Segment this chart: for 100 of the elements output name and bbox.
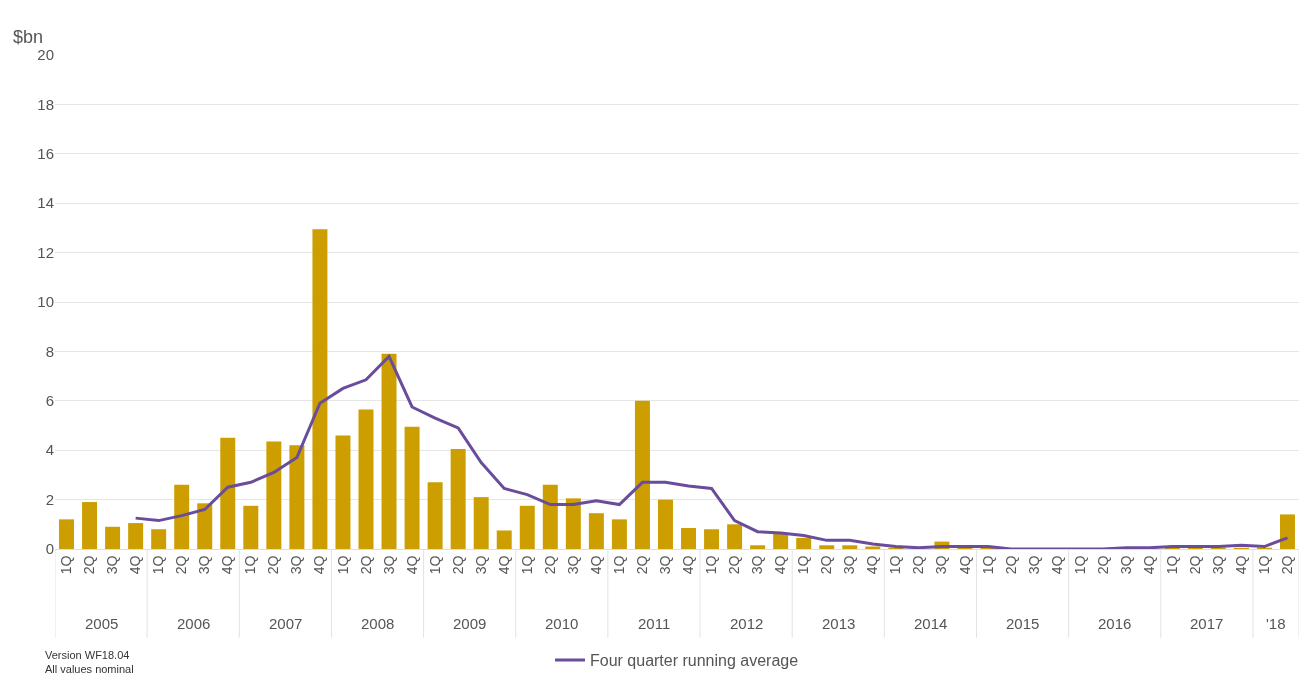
- x-tick-label: 3Q: [933, 555, 950, 575]
- bar: [519, 505, 535, 549]
- x-tick-label: 1Q: [703, 555, 720, 575]
- text: 2015: [1006, 615, 1040, 632]
- y-tick-label: 6: [45, 392, 54, 410]
- y-tick-label: 18: [37, 95, 54, 113]
- y-tick-label: 2: [45, 490, 54, 508]
- x-tick-label: 3Q: [564, 555, 581, 575]
- bar: [151, 529, 167, 549]
- bar: [496, 530, 512, 549]
- bar: [542, 484, 558, 549]
- text: 2012: [730, 615, 764, 632]
- x-tick-label: 3Q: [104, 555, 121, 575]
- x-tick-label: 4Q: [680, 555, 697, 575]
- x-tick-label: 2Q: [357, 555, 374, 575]
- x-tick-label: 2Q: [81, 555, 98, 575]
- x-tick-label: 3Q: [1117, 555, 1134, 575]
- x-tick-label: 4Q: [311, 555, 328, 575]
- bar: [796, 537, 812, 549]
- bar: [588, 513, 604, 549]
- x-tick-label: 1Q: [610, 555, 627, 575]
- text: 2009: [453, 615, 487, 632]
- x-tick-label: 1Q: [887, 555, 904, 575]
- line-series: [134, 354, 1289, 549]
- text: 2013: [822, 615, 856, 632]
- bar: [473, 497, 489, 549]
- x-tick-label: 4Q: [864, 555, 881, 575]
- bar: [243, 505, 259, 549]
- x-tick-label: 1Q: [795, 555, 812, 575]
- text: 2014: [914, 615, 948, 632]
- bar: [657, 499, 673, 549]
- x-tick-label: 2Q: [818, 555, 835, 575]
- bar: [427, 482, 443, 549]
- text: 2005: [85, 615, 119, 632]
- x-tick-label: 1Q: [979, 555, 996, 575]
- x-tick-label: 2Q: [1279, 555, 1296, 575]
- legend-label: Four quarter running average: [590, 652, 799, 670]
- y-tick-label: 0: [45, 540, 54, 558]
- y-axis-title: $bn: [13, 27, 44, 47]
- x-tick-label: 4Q: [127, 555, 144, 575]
- x-tick-label: 4Q: [495, 555, 512, 575]
- x-tick-label: 3Q: [380, 555, 397, 575]
- bar: [704, 529, 720, 549]
- bar: [59, 519, 75, 549]
- bar: [197, 503, 213, 549]
- y-tick-label: 20: [37, 46, 54, 64]
- x-tick-label: 3Q: [196, 555, 213, 575]
- bar: [128, 523, 144, 549]
- x-tick-label: 1Q: [518, 555, 535, 575]
- x-tick-label: 3Q: [288, 555, 305, 575]
- bar: [381, 353, 397, 549]
- bar: [220, 437, 236, 549]
- bar: [842, 545, 858, 549]
- x-tick-label: 2Q: [910, 555, 927, 575]
- y-tick-label: 4: [45, 441, 54, 459]
- text: 2017: [1190, 615, 1224, 632]
- x-tick-label: 4Q: [1140, 555, 1157, 575]
- x-tick-label: 4Q: [587, 555, 604, 575]
- text: 2006: [177, 615, 211, 632]
- y-tick-label: 8: [45, 342, 54, 360]
- x-tick-label: 2Q: [173, 555, 190, 575]
- bar: [681, 528, 697, 549]
- bar: [773, 532, 789, 549]
- text: 2010: [545, 615, 579, 632]
- text: 2008: [361, 615, 395, 632]
- bar: [358, 409, 374, 549]
- x-tick-label: 1Q: [242, 555, 259, 575]
- y-tick-label: 12: [37, 243, 54, 261]
- bar: [82, 502, 98, 549]
- x-tick-label: 2Q: [265, 555, 282, 575]
- x-tick-label: 1Q: [1071, 555, 1088, 575]
- y-tick-label: 16: [37, 145, 54, 163]
- text: 2007: [269, 615, 303, 632]
- y-tick-label: 10: [37, 293, 54, 311]
- x-tick-label: 1Q: [334, 555, 351, 575]
- x-tick-label: 2Q: [1002, 555, 1019, 575]
- x-tick-label: 4Q: [403, 555, 420, 575]
- bar: [335, 435, 351, 549]
- x-tick-label: 2Q: [1186, 555, 1203, 575]
- x-tick-label: 2Q: [449, 555, 466, 575]
- bar: [450, 448, 466, 549]
- text: Version WF18.04: [45, 649, 130, 661]
- x-tick-label: 3Q: [1025, 555, 1042, 575]
- bar: [727, 524, 743, 549]
- x-tick-label: 3Q: [749, 555, 766, 575]
- x-tick-label: 4Q: [956, 555, 973, 575]
- bar: [105, 526, 121, 549]
- bar: [634, 400, 650, 549]
- text: 2016: [1098, 615, 1132, 632]
- text: '18: [1266, 615, 1286, 632]
- x-tick-label: 2Q: [541, 555, 558, 575]
- x-tick-label: 1Q: [1255, 555, 1272, 575]
- x-tick-label: 2Q: [1094, 555, 1111, 575]
- bar: [174, 484, 190, 549]
- text: 2011: [638, 615, 671, 632]
- x-tick-label: 1Q: [426, 555, 443, 575]
- bar: [611, 519, 627, 549]
- x-tick-label: 4Q: [1048, 555, 1065, 575]
- x-tick-label: 2Q: [726, 555, 743, 575]
- bar: [289, 445, 305, 549]
